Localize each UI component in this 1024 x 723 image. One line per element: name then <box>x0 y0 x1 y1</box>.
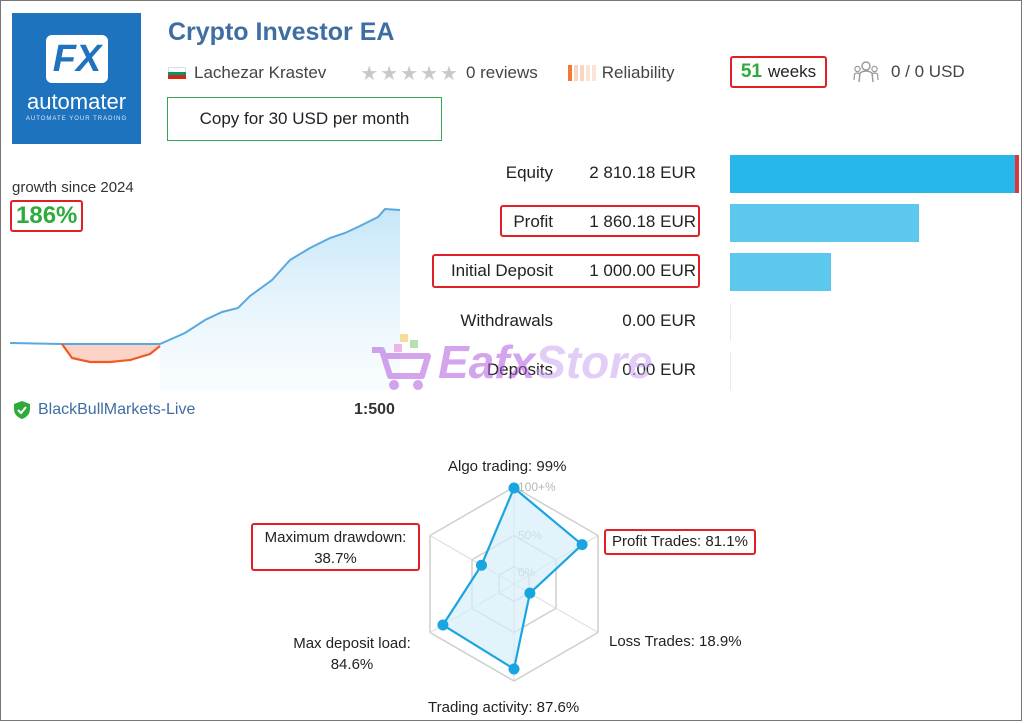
stat-label-withdrawals: Withdrawals <box>460 311 553 330</box>
stat-value-initial-deposit: 1 000.00 EUR <box>589 261 696 280</box>
logo-mark: FX <box>46 35 108 83</box>
radar-label-trading-activity: Trading activity: 87.6% <box>428 699 580 716</box>
stat-bar-deposits <box>730 352 731 390</box>
verified-shield-icon <box>14 401 30 419</box>
growth-line <box>10 207 401 345</box>
rating-stars-icon: ★★★★★ <box>360 62 460 85</box>
reliability-label: Reliability <box>601 63 675 82</box>
growth-chart <box>10 207 401 390</box>
provider-logo: FX automater AUTOMATE YOUR TRADING <box>12 13 141 144</box>
drawdown-line <box>61 343 161 364</box>
stat-value-deposits: 0.00 EUR <box>622 360 696 379</box>
broker-name[interactable]: BlackBullMarkets-Live <box>38 401 196 418</box>
stat-label-equity: Equity <box>505 163 553 182</box>
subscribers-info: 0 / 0 USD <box>853 60 965 84</box>
radar-label-max-drawdown: Maximum drawdown: 38.7% <box>251 523 420 571</box>
leverage-value: 1:500 <box>354 401 395 418</box>
stat-label-deposits: Deposits <box>486 360 553 379</box>
radar-label-algo-trading: Algo trading: 99% <box>448 458 567 475</box>
stat-value-equity: 2 810.18 EUR <box>589 163 696 182</box>
author-name[interactable]: Lachezar Krastev <box>194 63 327 82</box>
max-deposit-load-value: 84.6% <box>330 656 374 673</box>
logo-word: automater <box>26 89 127 114</box>
highlight-initial-deposit-box <box>432 254 700 288</box>
bulgaria-flag-icon <box>168 67 186 80</box>
subscribers-value: 0 / 0 USD <box>891 62 965 81</box>
max-drawdown-title: Maximum drawdown: <box>264 529 407 546</box>
reliability-bars-icon <box>567 65 598 81</box>
reviews-count[interactable]: 0 reviews <box>465 63 538 82</box>
radar-label-profit-trades: Profit Trades: 81.1% <box>604 529 756 555</box>
radar-label-max-deposit-load: Max deposit load: 84.6% <box>284 633 420 675</box>
logo-tagline: AUTOMATE YOUR TRADING <box>25 116 128 122</box>
growth-percent: 186% <box>10 200 84 232</box>
stat-label-profit: Profit <box>513 212 553 231</box>
growth-area <box>160 209 400 390</box>
signal-meta-row: Lachezar Krastev ★★★★★ 0 reviews Reliabi… <box>168 62 675 85</box>
radar-label-loss-trades: Loss Trades: 18.9% <box>609 633 742 650</box>
stat-label-initial-deposit: Initial Deposit <box>450 261 553 280</box>
weeks-label: weeks <box>767 62 817 81</box>
stat-bar-initial-deposit <box>730 253 831 291</box>
max-drawdown-value: 38.7% <box>314 550 357 567</box>
broker-link[interactable]: BlackBullMarkets-Live <box>12 400 195 420</box>
stat-bar-equity <box>730 155 1019 193</box>
weeks-badge: 51 weeks <box>730 56 827 88</box>
max-deposit-load-title: Max deposit load: <box>293 635 411 652</box>
stat-value-profit: 1 860.18 EUR <box>589 212 696 231</box>
stat-bar-withdrawals <box>730 303 731 341</box>
subscribers-icon <box>853 61 879 83</box>
stat-bar-profit <box>730 204 919 242</box>
weeks-number: 51 <box>740 61 762 82</box>
highlight-profit-box <box>500 205 700 237</box>
signal-title[interactable]: Crypto Investor EA <box>168 18 395 46</box>
copy-subscription-button[interactable]: Copy for 30 USD per month <box>167 97 442 141</box>
growth-label: growth since 2024 <box>12 179 134 196</box>
stat-value-withdrawals: 0.00 EUR <box>622 311 696 330</box>
